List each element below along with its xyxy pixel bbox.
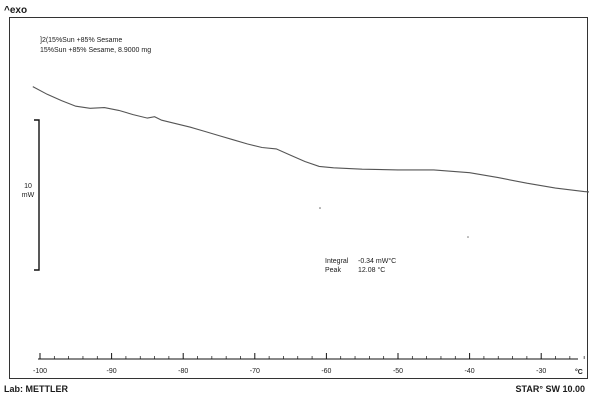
x-tick-label: -40 (465, 368, 475, 375)
x-tick-label: -70 (250, 368, 260, 375)
lab-label: Lab: METTLER (4, 384, 68, 394)
y-scale-value: 10 (24, 183, 32, 190)
x-tick-label: -60 (321, 368, 331, 375)
y-scale-unit: mW (22, 192, 35, 199)
curve-id-label: ]2(15%Sun +85% Sesame (40, 37, 122, 44)
software-label: STAR° SW 10.00 (516, 384, 585, 394)
plot-frame (9, 17, 588, 379)
curve-sample-label: 15%Sun +85% Sesame, 8.9000 mg (40, 47, 151, 54)
speck (467, 236, 469, 238)
x-tick-label: -90 (107, 368, 117, 375)
exo-direction-label: ^exo (4, 5, 27, 16)
integral-label: Integral (325, 258, 349, 265)
series-line (32, 86, 589, 193)
y-scale-bar (34, 119, 40, 271)
integral-value: -0.34 mW°C (358, 257, 396, 265)
peak-label: Peak (325, 267, 341, 274)
x-tick-label: -50 (393, 368, 403, 375)
peak-value: 12.08 °C (358, 266, 385, 274)
x-tick-label: -80 (178, 368, 188, 375)
x-axis-unit: °C (575, 368, 583, 376)
x-axis-ticks (39, 353, 585, 359)
x-tick-label: -100 (33, 368, 47, 375)
speck (319, 207, 321, 209)
x-axis-tick-labels: -100-90-80-70-60-50-40-30-20-10010203040 (33, 368, 546, 375)
x-tick-label: -30 (536, 368, 546, 375)
